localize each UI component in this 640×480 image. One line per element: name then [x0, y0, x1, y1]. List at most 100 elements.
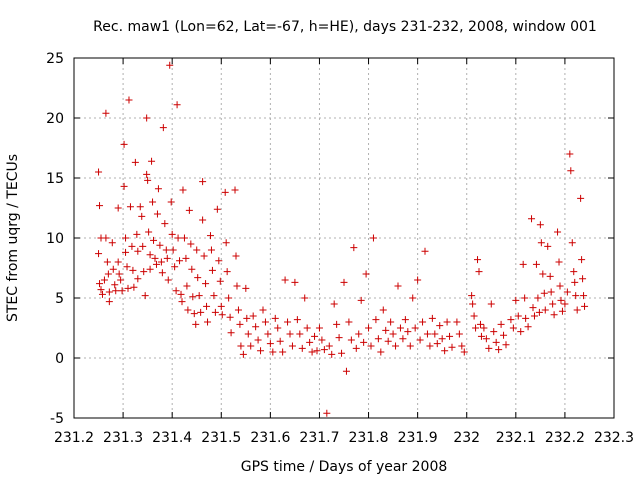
data-point	[406, 342, 414, 350]
data-point	[199, 216, 207, 224]
data-point	[197, 308, 205, 316]
data-point	[152, 260, 160, 268]
data-point	[136, 203, 144, 211]
data-point	[394, 282, 402, 290]
data-point	[355, 330, 363, 338]
x-tick-label: 232.2	[545, 430, 585, 446]
data-point	[296, 330, 304, 338]
grid-lines	[74, 58, 614, 418]
data-point	[146, 265, 154, 273]
data-point	[468, 292, 476, 300]
data-point	[561, 300, 569, 308]
data-point	[497, 320, 505, 328]
data-point	[172, 287, 180, 295]
data-point	[96, 202, 104, 210]
data-point	[438, 335, 446, 343]
data-point	[133, 230, 141, 238]
x-tick-label: 231.5	[201, 430, 241, 446]
data-point	[174, 234, 182, 242]
data-point	[328, 350, 336, 358]
chart-title: Rec. maw1 (Lon=62, Lat=-67, h=HE), days …	[93, 19, 597, 35]
y-tick-label: -5	[50, 411, 64, 427]
x-tick-label: 232.3	[594, 430, 634, 446]
data-point	[476, 320, 484, 328]
data-point	[199, 178, 207, 186]
data-point	[293, 316, 301, 324]
data-point	[480, 324, 488, 332]
data-point	[571, 278, 579, 286]
data-point	[372, 316, 380, 324]
data-point	[194, 274, 202, 282]
data-point	[203, 302, 211, 310]
data-point	[529, 304, 537, 312]
axis-ticks	[73, 57, 615, 419]
data-point	[389, 330, 397, 338]
data-point	[301, 294, 309, 302]
data-point	[266, 340, 274, 348]
data-point	[162, 246, 170, 254]
data-point	[140, 268, 148, 276]
data-point	[122, 248, 130, 256]
data-point	[338, 349, 346, 357]
data-point	[558, 307, 566, 315]
data-point	[126, 203, 134, 211]
data-point	[426, 342, 434, 350]
data-point	[345, 318, 353, 326]
data-point	[102, 109, 110, 117]
data-point	[124, 284, 132, 292]
data-point	[563, 288, 571, 296]
data-point	[577, 194, 585, 202]
data-point	[477, 332, 485, 340]
data-point	[453, 318, 461, 326]
y-tick-label: 5	[55, 291, 64, 307]
data-point	[171, 263, 179, 271]
data-point	[431, 330, 439, 338]
data-point	[156, 241, 164, 249]
data-point	[539, 270, 547, 278]
data-point	[259, 306, 267, 314]
x-tick-label: 232	[453, 430, 480, 446]
data-point	[105, 298, 113, 306]
data-point	[507, 316, 515, 324]
y-tick-label: 25	[46, 51, 64, 67]
data-point	[188, 265, 196, 273]
data-point	[178, 298, 186, 306]
data-point	[95, 250, 103, 258]
data-point	[139, 242, 147, 250]
data-point	[141, 292, 149, 300]
y-tick-label: 15	[46, 171, 64, 187]
data-point	[279, 348, 287, 356]
data-point	[482, 335, 490, 343]
data-point	[330, 300, 338, 308]
data-point	[392, 342, 400, 350]
data-point	[369, 234, 377, 242]
data-point	[195, 292, 203, 300]
x-tick-label: 231.4	[152, 430, 192, 446]
data-point	[547, 288, 555, 296]
data-point	[145, 228, 153, 236]
data-point	[401, 316, 409, 324]
data-point	[502, 341, 510, 349]
data-point	[234, 306, 242, 314]
data-point	[416, 336, 424, 344]
data-point	[528, 215, 536, 223]
data-point	[216, 277, 224, 285]
data-point	[208, 266, 216, 274]
data-point	[281, 276, 289, 284]
data-point	[163, 254, 171, 262]
data-point	[474, 256, 482, 264]
data-point	[122, 234, 130, 242]
data-point	[128, 242, 136, 250]
data-point	[470, 312, 478, 320]
y-tick-labels: -5 0 5 10 15 20 25	[46, 51, 64, 427]
data-point	[95, 168, 103, 176]
data-point	[522, 314, 530, 322]
data-point	[333, 320, 341, 328]
data-point	[540, 289, 548, 297]
data-point	[284, 318, 292, 326]
data-point	[500, 331, 508, 339]
data-point	[161, 220, 169, 228]
data-point	[298, 344, 306, 352]
data-point	[166, 61, 174, 69]
data-point	[384, 337, 392, 345]
